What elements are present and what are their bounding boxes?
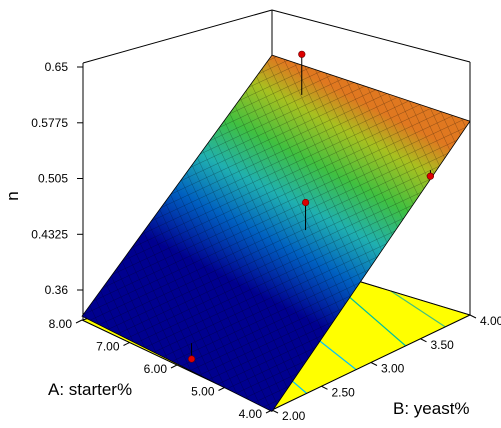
- b-tick-mark: [469, 314, 477, 319]
- a-tick-label: 4.00: [239, 407, 263, 421]
- design-points: [188, 50, 435, 363]
- b-tick-label: 3.50: [431, 338, 455, 352]
- box-edge-top: [82, 9, 273, 64]
- z-tick-label: 0.505: [38, 172, 68, 186]
- box-edge-top: [271, 9, 471, 63]
- z-tick-label: 0.65: [45, 60, 69, 74]
- b-tick-label: 4.00: [480, 314, 501, 328]
- a-tick-mark: [75, 319, 83, 324]
- response-surface: [81, 54, 471, 413]
- a-tick-mark: [170, 364, 178, 369]
- b-tick-mark: [420, 338, 427, 343]
- a-tick-label: 8.00: [49, 317, 73, 331]
- surface-mesh: [82, 55, 470, 412]
- a-tick-mark: [218, 387, 225, 391]
- a-tick-label: 6.00: [144, 362, 168, 376]
- b-tick-label: 2.00: [282, 409, 306, 423]
- b-axis-title: B: yeast%: [393, 399, 470, 418]
- a-tick-mark: [123, 342, 130, 346]
- a-axis-title: A: starter%: [48, 380, 132, 399]
- design-point: [426, 172, 435, 180]
- a-tick-label: 7.00: [96, 340, 120, 354]
- tick-labels: 0.36 0.4325 0.505 0.5775 0.65 4.00 5.00 6.00 7.0…: [31, 60, 501, 423]
- a-tick-label: 5.00: [191, 385, 215, 399]
- z-tick-label: 0.36: [45, 283, 69, 297]
- contour-line: [390, 290, 446, 328]
- z-tick-label: 0.4325: [31, 227, 68, 241]
- b-tick-label: 3.00: [381, 362, 405, 376]
- z-axis-title: n: [3, 191, 22, 200]
- b-tick-mark: [370, 362, 378, 366]
- design-point: [188, 355, 196, 363]
- design-point: [298, 50, 306, 58]
- b-tick-label: 2.50: [332, 385, 356, 399]
- design-point: [302, 198, 310, 207]
- b-tick-mark: [321, 385, 328, 390]
- z-tick-label: 0.5775: [31, 116, 68, 130]
